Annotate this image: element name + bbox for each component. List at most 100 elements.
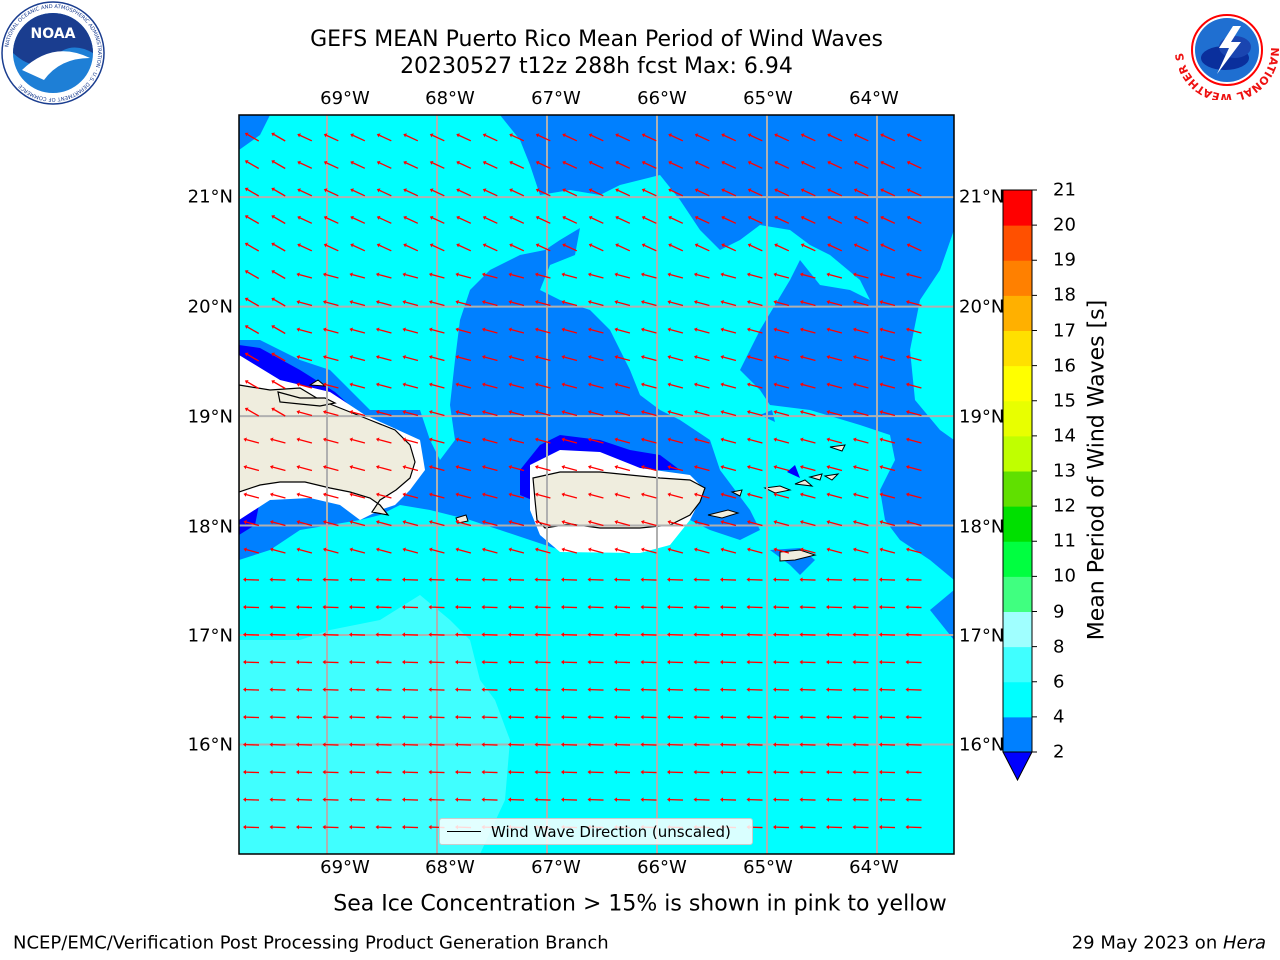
map-frame — [238, 114, 955, 855]
wave-direction-arrow — [243, 492, 260, 499]
wave-direction-arrow — [534, 577, 551, 582]
colorbar-tick-label: 6 — [1053, 671, 1065, 693]
wave-direction-arrow — [456, 133, 472, 142]
nws-logo: NATIONAL WEATHER SERVICE — [1175, 0, 1280, 100]
wave-direction-arrow — [562, 188, 578, 197]
wave-direction-arrow — [587, 327, 604, 334]
wave-direction-arrow — [375, 410, 392, 417]
wave-direction-arrow — [693, 714, 710, 720]
wave-direction-arrow — [667, 797, 684, 802]
wave-direction-arrow — [799, 659, 816, 665]
wave-direction-arrow — [667, 769, 684, 775]
wave-direction-arrow — [747, 243, 763, 252]
wave-direction-arrow — [322, 687, 339, 692]
wave-direction-arrow — [349, 520, 366, 527]
wave-direction-arrow — [587, 410, 604, 417]
colorbar-segment — [1003, 225, 1032, 261]
wave-direction-arrow — [747, 188, 763, 197]
wave-direction-arrow — [799, 300, 816, 307]
colorbar-segment — [1003, 295, 1032, 331]
wave-direction-arrow — [640, 327, 657, 334]
wave-direction-arrow — [296, 824, 313, 830]
wave-direction-arrow — [296, 742, 313, 747]
wave-direction-arrow — [561, 272, 578, 279]
wave-direction-arrow — [852, 437, 869, 444]
sea-ice-note: Sea Ice Concentration > 15% is shown in … — [333, 891, 947, 917]
wave-direction-arrow — [640, 355, 657, 362]
wave-direction-arrow — [243, 547, 260, 554]
wave-direction-arrow — [534, 272, 551, 279]
wave-direction-arrow — [508, 327, 525, 334]
wave-direction-arrow — [534, 659, 551, 665]
wave-direction-arrow — [667, 742, 684, 747]
wave-direction-arrow — [509, 188, 525, 197]
wave-direction-arrow — [799, 824, 816, 830]
wave-direction-arrow — [746, 492, 763, 499]
colorbar-segment — [1003, 330, 1032, 367]
wave-direction-arrow — [322, 300, 339, 307]
wave-direction-arrow — [827, 215, 843, 224]
wave-direction-arrow — [720, 797, 737, 802]
wave-direction-arrow — [905, 355, 922, 362]
wave-direction-arrow — [429, 243, 445, 252]
wave-direction-arrow — [296, 492, 313, 499]
wave-direction-arrow — [455, 382, 472, 389]
wave-direction-arrow — [508, 797, 525, 802]
wave-direction-arrow — [852, 327, 869, 334]
wave-direction-arrow — [534, 520, 551, 527]
wave-direction-arrow — [322, 742, 339, 747]
wave-direction-arrow — [429, 188, 445, 197]
wave-direction-arrow — [244, 215, 260, 225]
wave-direction-arrow — [879, 355, 896, 362]
wave-direction-arrow — [826, 300, 843, 307]
wave-direction-arrow — [428, 769, 445, 775]
wave-direction-arrow — [827, 243, 843, 252]
wave-direction-arrow — [746, 272, 763, 279]
wave-direction-arrow — [562, 160, 578, 169]
wave-direction-arrow — [799, 355, 816, 362]
wave-direction-arrow — [375, 659, 392, 665]
wave-direction-arrow — [296, 355, 313, 362]
wave-direction-arrow — [243, 687, 260, 692]
wave-direction-arrow — [614, 577, 631, 582]
period-2-4-fill-nw — [239, 115, 270, 150]
wave-direction-arrow — [693, 742, 710, 747]
wave-direction-arrow — [746, 520, 763, 527]
wave-direction-arrow — [614, 300, 631, 307]
wave-direction-arrow — [561, 797, 578, 802]
wave-direction-arrow — [694, 243, 710, 252]
wave-direction-arrow — [534, 797, 551, 802]
wave-direction-arrow — [349, 355, 366, 362]
wave-direction-arrow — [455, 659, 472, 665]
wave-direction-arrow — [905, 604, 922, 610]
wave-direction-arrow — [880, 188, 896, 197]
wave-direction-arrow — [720, 604, 737, 610]
wave-direction-arrow — [720, 465, 737, 472]
wave-direction-arrow — [508, 769, 525, 775]
wave-direction-arrow — [640, 797, 657, 802]
wave-direction-arrow — [455, 300, 472, 307]
wave-direction-arrow — [693, 355, 710, 362]
wave-direction-arrow — [614, 659, 631, 665]
wave-direction-arrow — [826, 437, 843, 444]
wave-direction-arrow — [561, 355, 578, 362]
wave-direction-arrow — [534, 437, 551, 444]
wave-direction-arrow — [322, 714, 339, 720]
wave-direction-arrow — [587, 492, 604, 499]
wave-direction-arrow — [428, 465, 445, 472]
wave-direction-arrow — [428, 547, 445, 554]
wave-direction-arrow — [455, 355, 472, 362]
wave-direction-arrow — [746, 382, 763, 389]
colorbar-tick-label: 2 — [1053, 741, 1065, 763]
wave-direction-arrow — [905, 547, 922, 554]
wave-direction-arrow — [244, 297, 260, 307]
wave-direction-arrow — [852, 272, 869, 279]
wave-direction-arrow — [322, 520, 339, 527]
wave-direction-arrow — [905, 300, 922, 307]
wave-direction-arrow — [720, 659, 737, 665]
lon-tick-top: 64°W — [849, 88, 899, 109]
wave-direction-arrow — [349, 659, 366, 665]
wave-direction-arrow — [269, 437, 286, 444]
wave-direction-arrow — [296, 547, 313, 554]
wave-direction-arrow — [269, 577, 286, 582]
